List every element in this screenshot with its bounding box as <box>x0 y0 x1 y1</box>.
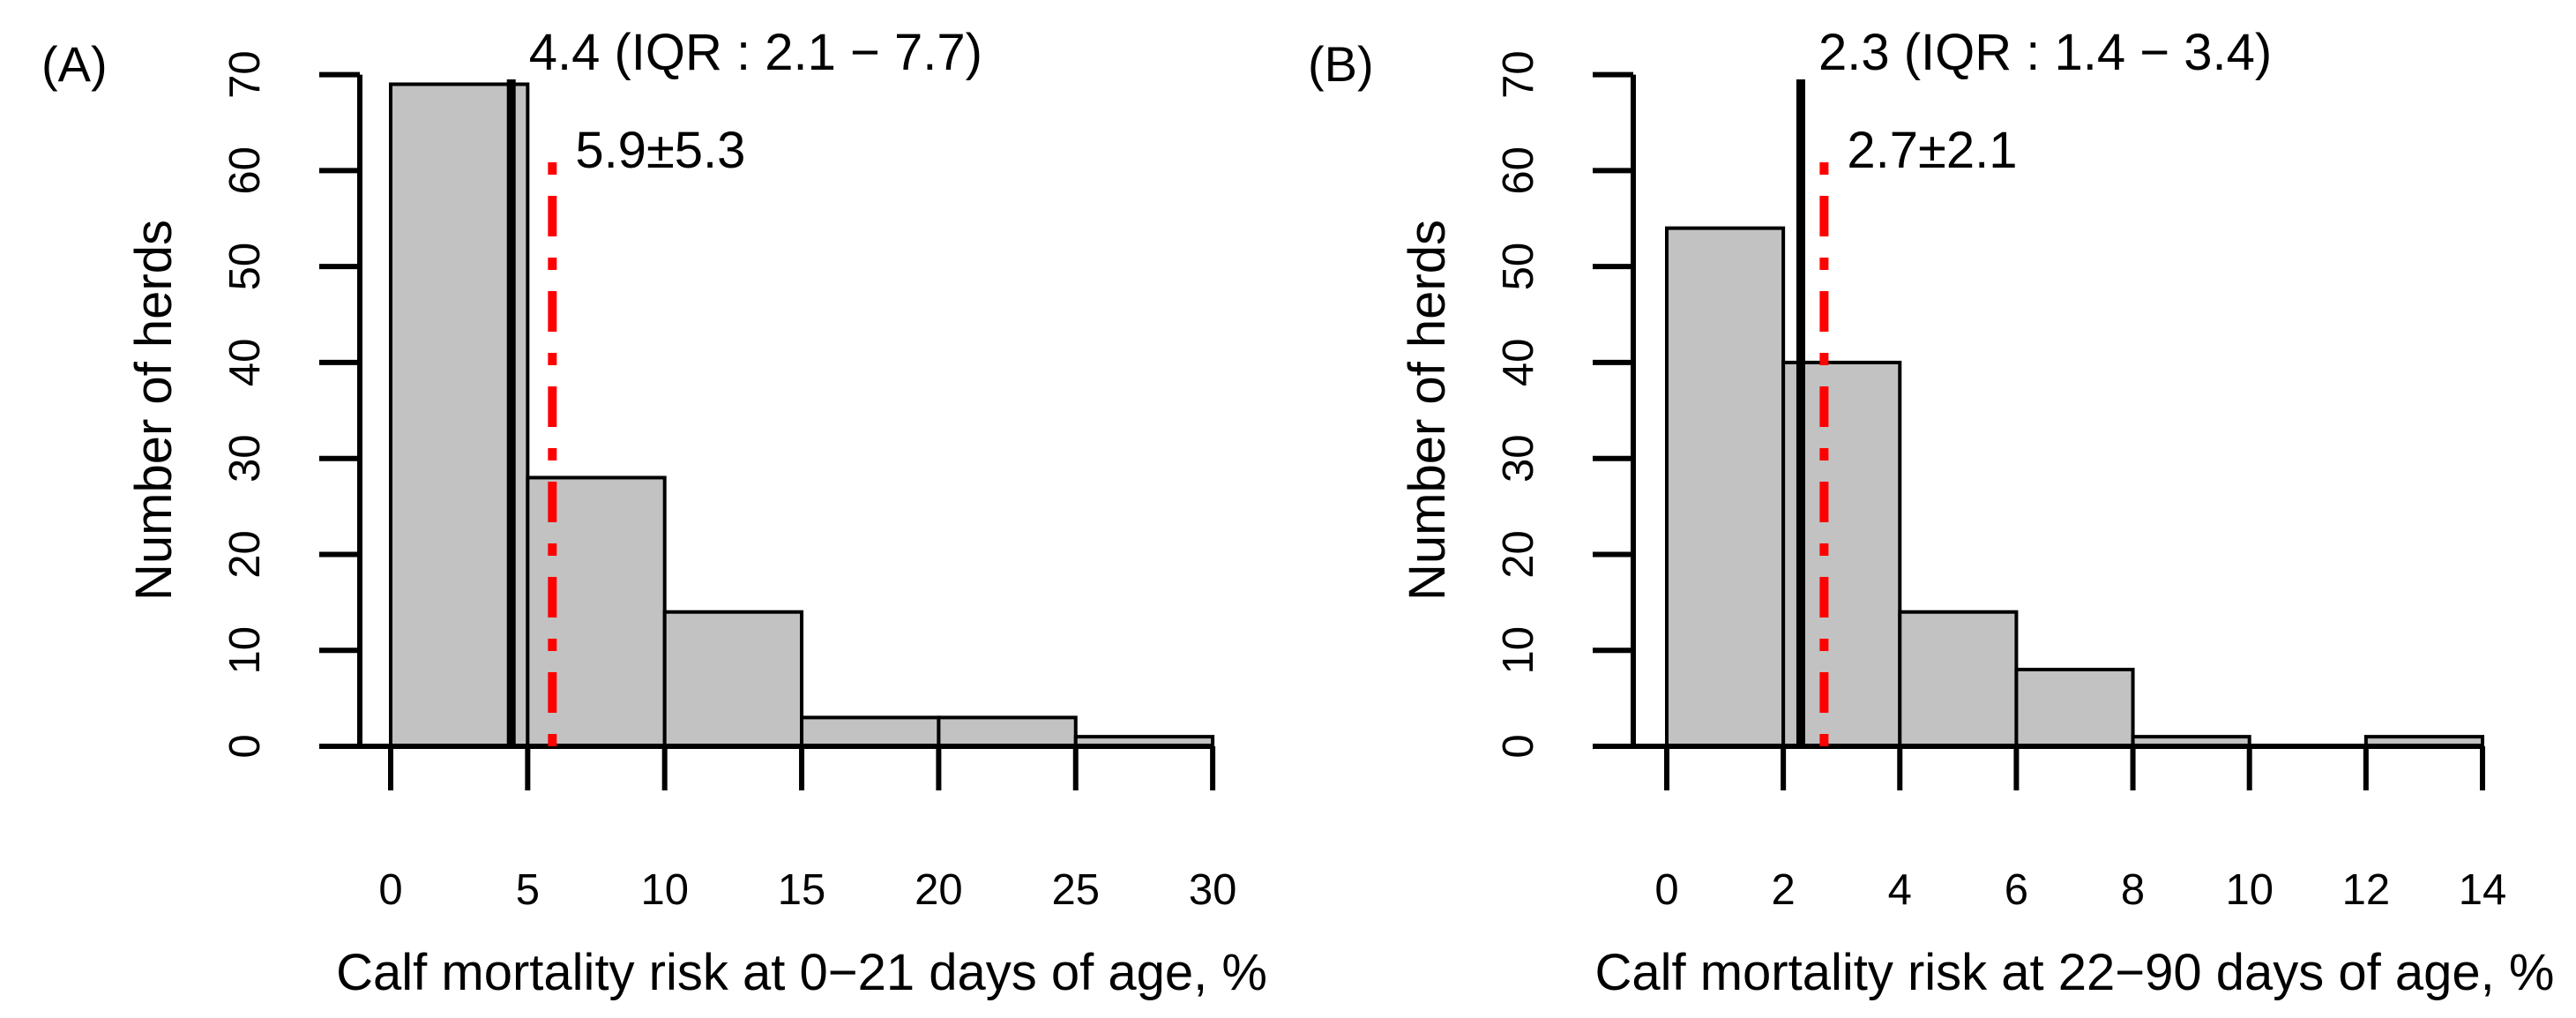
y-tick-label: 70 <box>1495 50 1542 99</box>
y-tick-label: 0 <box>221 734 269 758</box>
x-tick-label: 25 <box>1051 866 1100 914</box>
x-tick-label: 2 <box>1772 866 1796 914</box>
histogram-bar <box>800 715 941 749</box>
histogram-bar <box>662 610 804 748</box>
y-tick-label: 40 <box>1495 339 1542 387</box>
histogram-bar <box>937 715 1078 749</box>
x-tick-label: 10 <box>2225 866 2274 914</box>
median-annotation: 2.3 (IQR : 1.4 − 3.4) <box>1818 24 2272 81</box>
x-tick-label: 6 <box>2005 866 2028 914</box>
x-tick-label: 20 <box>915 866 963 914</box>
mean-annotation: 2.7±2.1 <box>1847 122 2017 179</box>
y-tick-label: 60 <box>221 146 269 195</box>
y-tick-label: 10 <box>221 626 269 675</box>
histogram-bar <box>2014 667 2135 749</box>
x-axis-title: Calf mortality risk at 0−21 days of age,… <box>336 944 1267 1001</box>
x-tick-label: 8 <box>2121 866 2145 914</box>
y-tick-label: 40 <box>221 339 269 387</box>
y-tick-label: 30 <box>221 434 269 483</box>
y-tick-label: 50 <box>221 243 269 291</box>
x-tick-label: 4 <box>1888 866 1912 914</box>
histogram-bar <box>389 82 530 748</box>
y-tick-label: 10 <box>1495 626 1542 675</box>
x-tick-label: 15 <box>778 866 826 914</box>
x-tick-label: 0 <box>378 866 402 914</box>
y-axis-title: Number of herds <box>125 220 183 601</box>
histogram-bar <box>1898 610 2019 748</box>
x-tick-label: 12 <box>2342 866 2391 914</box>
y-axis-title: Number of herds <box>1399 220 1456 601</box>
panel-label: (A) <box>41 36 108 92</box>
y-tick-label: 70 <box>221 50 269 99</box>
y-tick-label: 0 <box>1495 734 1542 758</box>
x-tick-label: 0 <box>1654 866 1678 914</box>
x-tick-label: 5 <box>516 866 540 914</box>
mean-annotation: 5.9±5.3 <box>575 122 745 179</box>
x-tick-label: 10 <box>640 866 689 914</box>
x-tick-label: 14 <box>2459 866 2507 914</box>
histogram-bar <box>1665 226 1786 748</box>
median-annotation: 4.4 (IQR : 2.1 − 7.7) <box>529 24 982 81</box>
y-tick-label: 60 <box>1495 146 1542 195</box>
y-tick-label: 30 <box>1495 434 1542 483</box>
y-tick-label: 20 <box>1495 530 1542 579</box>
x-axis-title: Calf mortality risk at 22−90 days of age… <box>1594 944 2554 1001</box>
y-tick-label: 20 <box>221 530 269 579</box>
panel-label: (B) <box>1308 36 1374 92</box>
y-tick-label: 50 <box>1495 243 1542 291</box>
x-tick-label: 30 <box>1189 866 1237 914</box>
